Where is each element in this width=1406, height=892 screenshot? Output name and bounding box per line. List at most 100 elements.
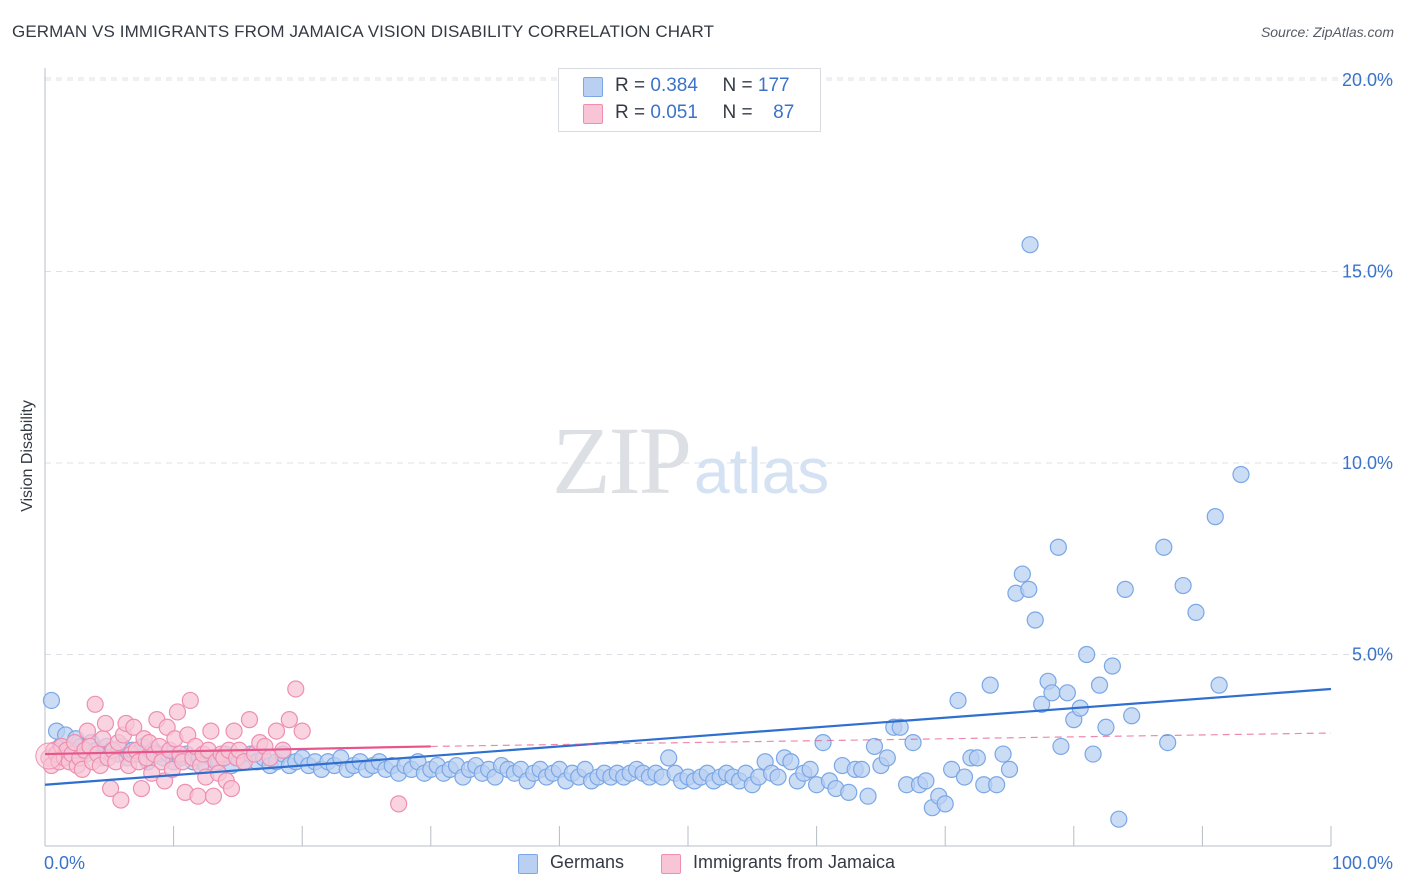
point-germans bbox=[1084, 745, 1102, 763]
point-jamaica bbox=[240, 711, 259, 729]
r-label: R = bbox=[615, 102, 646, 123]
point-germans bbox=[1000, 760, 1019, 779]
legend-swatch-germans bbox=[518, 854, 538, 874]
point-germans bbox=[994, 745, 1012, 763]
point-germans bbox=[853, 760, 871, 779]
point-germans bbox=[1078, 645, 1096, 664]
x-tick-label-min: 0.0% bbox=[44, 853, 85, 873]
correlation-legend: R = 0.384 N = 177 R = 0.051 N = 87 bbox=[558, 68, 821, 132]
point-jamaica bbox=[280, 711, 298, 729]
point-jamaica bbox=[168, 703, 187, 721]
point-germans bbox=[955, 768, 974, 786]
point-germans bbox=[1097, 718, 1115, 736]
n-value-germans: 177 bbox=[757, 75, 790, 96]
trendline-jamaica bbox=[44, 745, 431, 756]
point-germans bbox=[1090, 676, 1109, 694]
point-germans bbox=[769, 768, 787, 786]
legend-swatch-germans bbox=[583, 77, 603, 97]
point-germans bbox=[1187, 603, 1205, 621]
point-jamaica bbox=[189, 787, 207, 805]
trend-lines bbox=[44, 687, 1332, 786]
point-jamaica bbox=[132, 779, 151, 798]
series-legend: Germans Immigrants from Jamaica bbox=[0, 852, 1406, 876]
point-germans bbox=[936, 795, 954, 813]
point-germans bbox=[891, 718, 909, 736]
point-jamaica bbox=[125, 718, 143, 736]
point-germans bbox=[1123, 707, 1141, 725]
y-tick-label: 5.0% bbox=[1352, 645, 1393, 665]
point-germans bbox=[1110, 810, 1128, 828]
point-jamaica bbox=[225, 722, 243, 740]
point-germans bbox=[1206, 508, 1224, 526]
point-germans bbox=[1049, 538, 1067, 556]
axes bbox=[44, 68, 1332, 847]
chart-title: GERMAN VS IMMIGRANTS FROM JAMAICA VISION… bbox=[12, 22, 715, 41]
point-germans bbox=[859, 787, 877, 805]
point-germans bbox=[1033, 695, 1051, 713]
x-tick-label-max: 100.0% bbox=[1332, 853, 1393, 873]
source-credit: Source: ZipAtlas.com bbox=[1260, 24, 1394, 40]
trendline-jamaica-dashed bbox=[430, 732, 1332, 748]
point-germans bbox=[1043, 684, 1061, 702]
legend-swatch-jamaica bbox=[661, 854, 681, 874]
data-points bbox=[35, 236, 1250, 828]
point-germans bbox=[865, 737, 884, 756]
tick-labels: 5.0% 10.0% 15.0% 20.0% 0.0% 100.0% bbox=[44, 70, 1393, 873]
point-jamaica bbox=[202, 722, 220, 740]
point-germans bbox=[1103, 657, 1121, 675]
point-jamaica bbox=[78, 722, 97, 740]
legend-text-jamaica: R = 0.051 N = 87 bbox=[615, 102, 794, 124]
point-jamaica bbox=[112, 791, 130, 809]
point-jamaica-cluster bbox=[35, 742, 63, 770]
point-germans bbox=[1116, 580, 1134, 598]
r-value-jamaica: 0.051 bbox=[650, 102, 698, 123]
r-label: R = bbox=[615, 75, 646, 96]
point-germans bbox=[988, 776, 1006, 794]
point-germans bbox=[814, 733, 832, 752]
point-jamaica bbox=[86, 695, 104, 713]
point-germans bbox=[1052, 737, 1070, 756]
n-value-jamaica: 87 bbox=[773, 102, 795, 123]
point-jamaica bbox=[181, 691, 199, 710]
point-germans bbox=[878, 749, 896, 767]
point-jamaica bbox=[222, 779, 241, 798]
point-germans bbox=[917, 772, 935, 790]
legend-swatch-jamaica bbox=[583, 104, 603, 124]
r-value-germans: 0.384 bbox=[650, 75, 698, 96]
point-germans bbox=[782, 753, 800, 771]
point-jamaica bbox=[96, 714, 115, 733]
point-germans bbox=[1232, 465, 1250, 484]
y-axis-label: Vision Disability bbox=[19, 400, 36, 512]
grid-lines bbox=[45, 77, 1391, 655]
point-germans bbox=[1159, 733, 1177, 752]
watermark-zip: ZIP bbox=[552, 407, 692, 514]
point-germans bbox=[1021, 236, 1039, 254]
point-jamaica bbox=[287, 680, 305, 698]
point-germans bbox=[981, 676, 999, 694]
point-germans bbox=[1013, 565, 1031, 583]
point-germans bbox=[1020, 580, 1038, 598]
point-germans bbox=[801, 760, 819, 779]
trendline-germans bbox=[44, 687, 1332, 786]
point-germans bbox=[949, 691, 967, 710]
n-label: N = bbox=[722, 102, 753, 123]
legend-text-germans: R = 0.384 N = 177 bbox=[615, 75, 790, 97]
point-germans bbox=[904, 733, 922, 752]
point-germans bbox=[1026, 611, 1044, 629]
legend-label-germans: Germans bbox=[550, 852, 625, 872]
point-germans bbox=[1174, 576, 1192, 595]
point-germans bbox=[42, 691, 61, 710]
point-jamaica bbox=[390, 795, 408, 813]
point-germans bbox=[943, 760, 961, 779]
point-germans bbox=[1155, 538, 1173, 556]
watermark: ZIPatlas bbox=[552, 405, 829, 516]
n-label: N = bbox=[722, 75, 753, 96]
point-germans bbox=[660, 749, 678, 767]
point-germans bbox=[1058, 684, 1076, 702]
point-jamaica bbox=[267, 722, 286, 740]
point-germans bbox=[840, 783, 858, 801]
point-germans bbox=[1210, 676, 1228, 694]
y-tick-label: 20.0% bbox=[1342, 70, 1393, 90]
legend-label-jamaica: Immigrants from Jamaica bbox=[693, 852, 896, 872]
